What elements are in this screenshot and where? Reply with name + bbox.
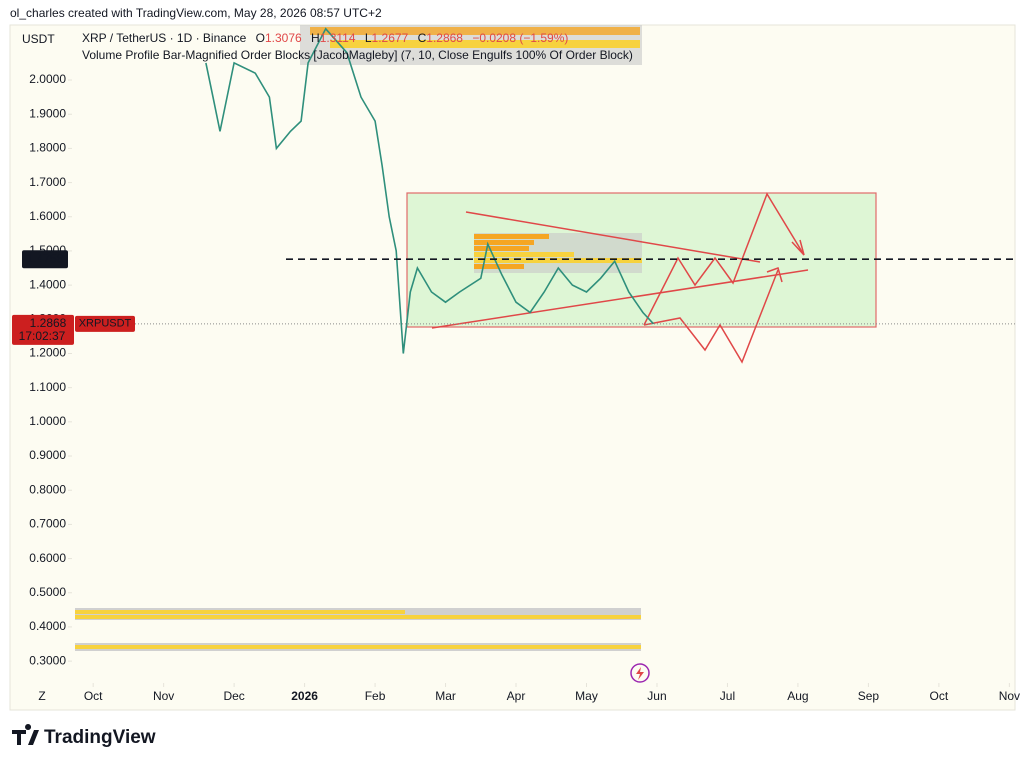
- y-tick-label: 0.7000: [29, 517, 66, 531]
- legend-line: XRP / TetherUS · 1D · Binance O1.3076 H1…: [82, 31, 568, 45]
- y-tick-label: 1.4000: [29, 277, 66, 291]
- x-tick-label: Dec: [223, 689, 244, 703]
- level-label: 1.4758: [27, 251, 64, 265]
- countdown: 17:02:37: [19, 329, 66, 343]
- bolt: [636, 667, 644, 680]
- x-tick-label: Feb: [365, 689, 386, 703]
- y-tick-label: 2.0000: [29, 72, 66, 86]
- x-tick-label: May: [575, 689, 598, 703]
- ohlc-value: 1.3076: [265, 31, 302, 45]
- x-tick-label: Nov: [153, 689, 174, 703]
- y-tick-label: 1.0000: [29, 414, 66, 428]
- ohlc-value: 1.2677: [372, 31, 409, 45]
- y-tick-label: 0.8000: [29, 482, 66, 496]
- header: ol_charles created with TradingView.com,…: [10, 6, 382, 20]
- brand: TradingView: [44, 727, 156, 748]
- x-tick-label: Sep: [858, 689, 880, 703]
- symbol-label: XRPUSDT: [79, 318, 132, 330]
- currency-box: [16, 30, 58, 50]
- ohlc-label: H: [311, 31, 320, 45]
- y-tick-label: 1.2000: [29, 346, 66, 360]
- plot: 0.3000 0.4000 0.5000 0.6000 0.7000 0.8000 0.90…: [12, 27, 1020, 703]
- change: −0.0208 (−1.59%): [472, 31, 568, 45]
- y-tick-label: 0.9000: [29, 448, 66, 462]
- drawings: [431, 192, 809, 364]
- y-tick-label: 1.8000: [29, 141, 66, 155]
- last-price-badge: [12, 314, 74, 345]
- ohlc-label: C: [418, 31, 427, 45]
- volume-profile: [75, 25, 642, 651]
- quote-currency: USDT: [22, 32, 55, 46]
- y-tick-label: 1.1000: [29, 380, 66, 394]
- x-tick-label: Mar: [435, 689, 456, 703]
- y-tick-label: 1.6000: [29, 209, 66, 223]
- timezone-button[interactable]: Z: [38, 689, 45, 703]
- x-tick-label: 2026: [291, 689, 318, 703]
- y-tick-label: 0.5000: [29, 585, 66, 599]
- x-tick-label: Apr: [507, 689, 526, 703]
- last-price-label: 1.2868: [30, 316, 67, 330]
- chart-pane: [9, 24, 1016, 711]
- x-tick-label: Aug: [787, 689, 808, 703]
- x-tick-label: Oct: [84, 689, 103, 703]
- y-tick-label: 1.9000: [29, 106, 66, 120]
- y-tick-label: 0.3000: [29, 653, 66, 667]
- x-tick-label: Jul: [720, 689, 735, 703]
- ohlc-label: O: [256, 31, 265, 45]
- bolt-icon[interactable]: [630, 663, 650, 683]
- legend-symbol: XRP / TetherUS · 1D · Binance: [82, 31, 247, 45]
- level-badge: [22, 250, 68, 269]
- price-line: [205, 27, 655, 354]
- brand-logo: TradingView: [12, 724, 156, 748]
- y-tick-label: 1.7000: [29, 175, 66, 189]
- y-tick-label: 0.4000: [29, 619, 66, 633]
- x-tick-label: Oct: [930, 689, 949, 703]
- x-tick-label: Nov: [999, 689, 1020, 703]
- x-tick-label: Jun: [647, 689, 666, 703]
- ohlc-label: L: [365, 31, 372, 45]
- ohlc-value: 1.2868: [426, 31, 463, 45]
- y-tick-label: 0.6000: [29, 551, 66, 565]
- ohlc-value: 1.3114: [320, 31, 356, 45]
- symbol-badge: [75, 315, 135, 332]
- indicator-legend: Volume Profile Bar-Magnified Order Block…: [82, 48, 633, 62]
